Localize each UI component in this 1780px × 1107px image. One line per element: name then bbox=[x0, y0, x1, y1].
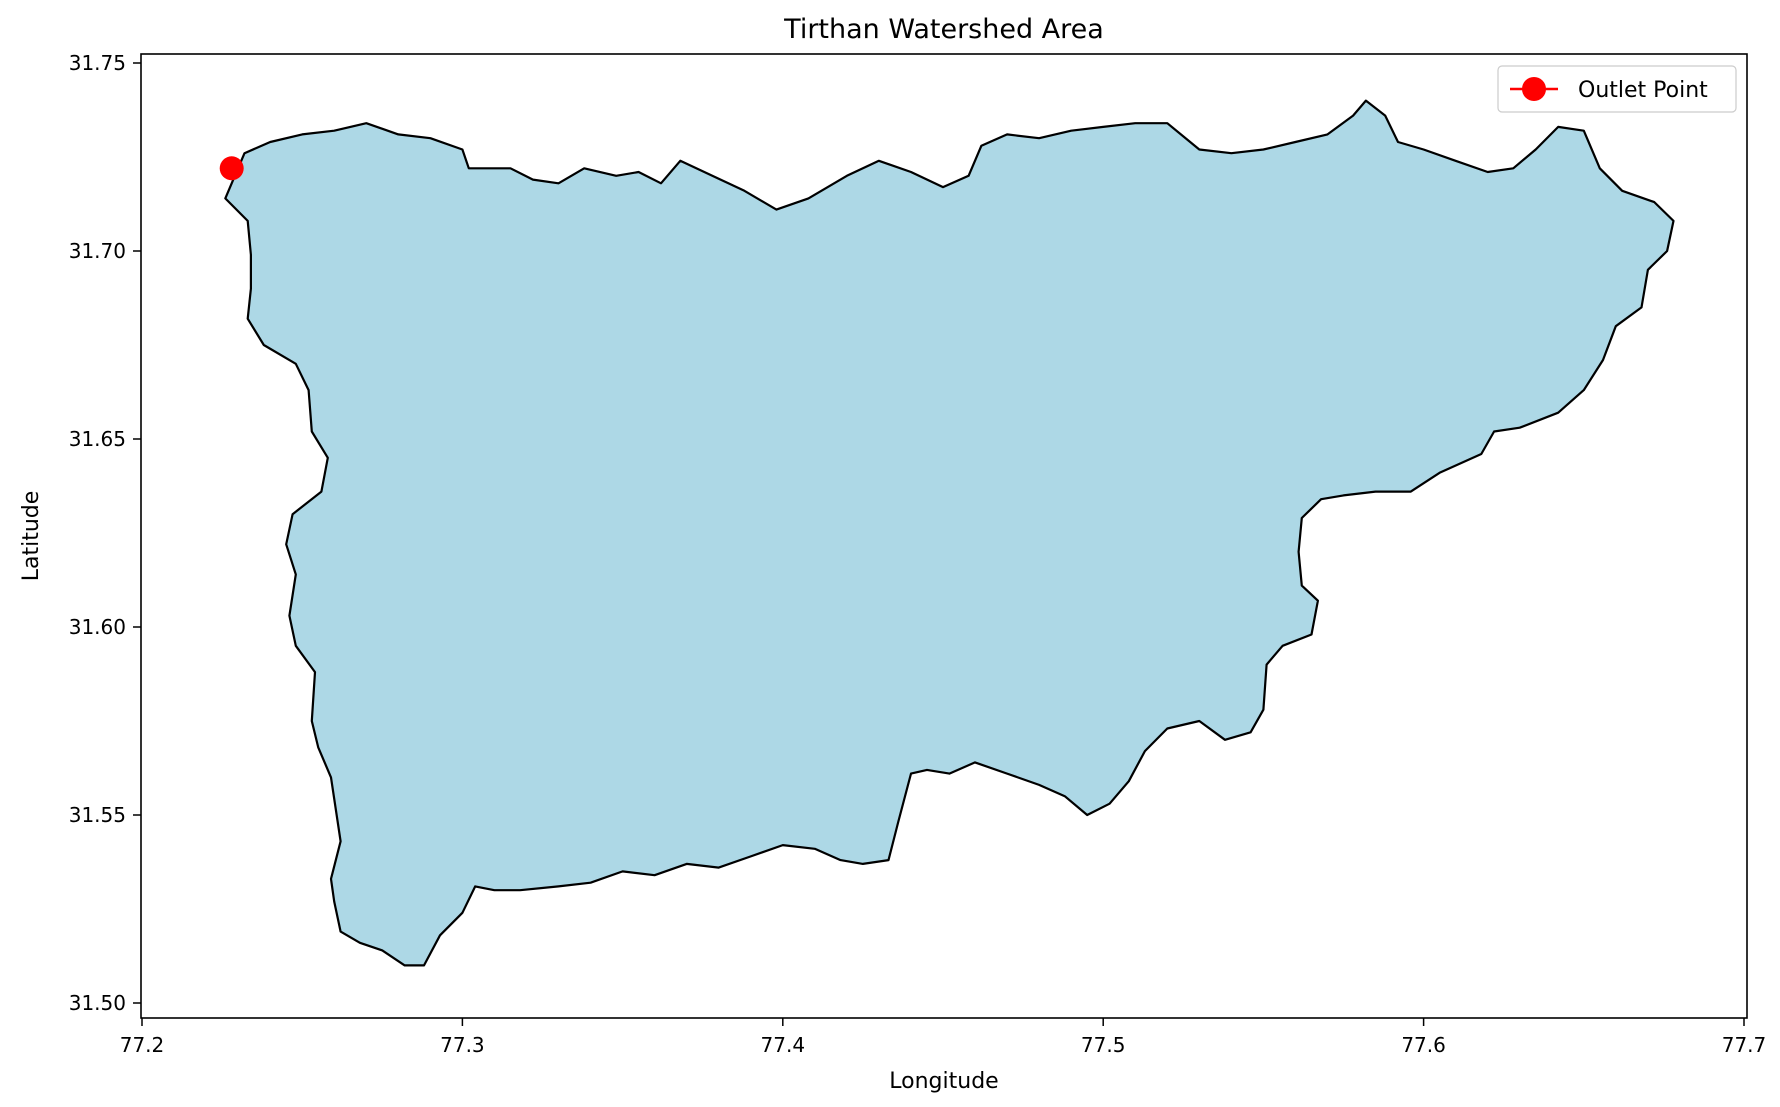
y-tick-label: 31.60 bbox=[69, 615, 126, 639]
y-axis-label: Latitude bbox=[19, 491, 44, 582]
legend-label-outlet: Outlet Point bbox=[1578, 78, 1708, 103]
watershed-polygon bbox=[224, 99, 1675, 967]
legend-marker-swatch bbox=[1522, 77, 1546, 101]
x-tick-label: 77.4 bbox=[761, 1033, 806, 1057]
y-tick-label: 31.50 bbox=[69, 991, 126, 1015]
axes-frame bbox=[140, 53, 1748, 1019]
y-tick-label: 31.55 bbox=[69, 803, 126, 827]
legend: Outlet Point bbox=[1497, 65, 1737, 113]
y-tick-label: 31.70 bbox=[69, 239, 126, 263]
x-tick-label: 77.7 bbox=[1722, 1033, 1767, 1057]
x-axis-ticks: 77.2 77.3 77.4 77.5 77.6 77.7 bbox=[120, 1018, 1767, 1057]
x-tick-label: 77.2 bbox=[120, 1033, 165, 1057]
chart-title: Tirthan Watershed Area bbox=[783, 14, 1104, 45]
x-tick-label: 77.6 bbox=[1401, 1033, 1446, 1057]
x-tick-label: 77.3 bbox=[440, 1033, 485, 1057]
y-tick-label: 31.65 bbox=[69, 427, 126, 451]
x-tick-label: 77.5 bbox=[1081, 1033, 1126, 1057]
y-axis-ticks: 31.50 31.55 31.60 31.65 31.70 31.75 bbox=[69, 51, 141, 1015]
plot-area bbox=[219, 99, 1675, 967]
y-tick-label: 31.75 bbox=[69, 51, 126, 75]
x-axis-label: Longitude bbox=[889, 1069, 998, 1094]
outlet-point-marker bbox=[219, 156, 244, 181]
legend-box bbox=[1497, 65, 1737, 113]
